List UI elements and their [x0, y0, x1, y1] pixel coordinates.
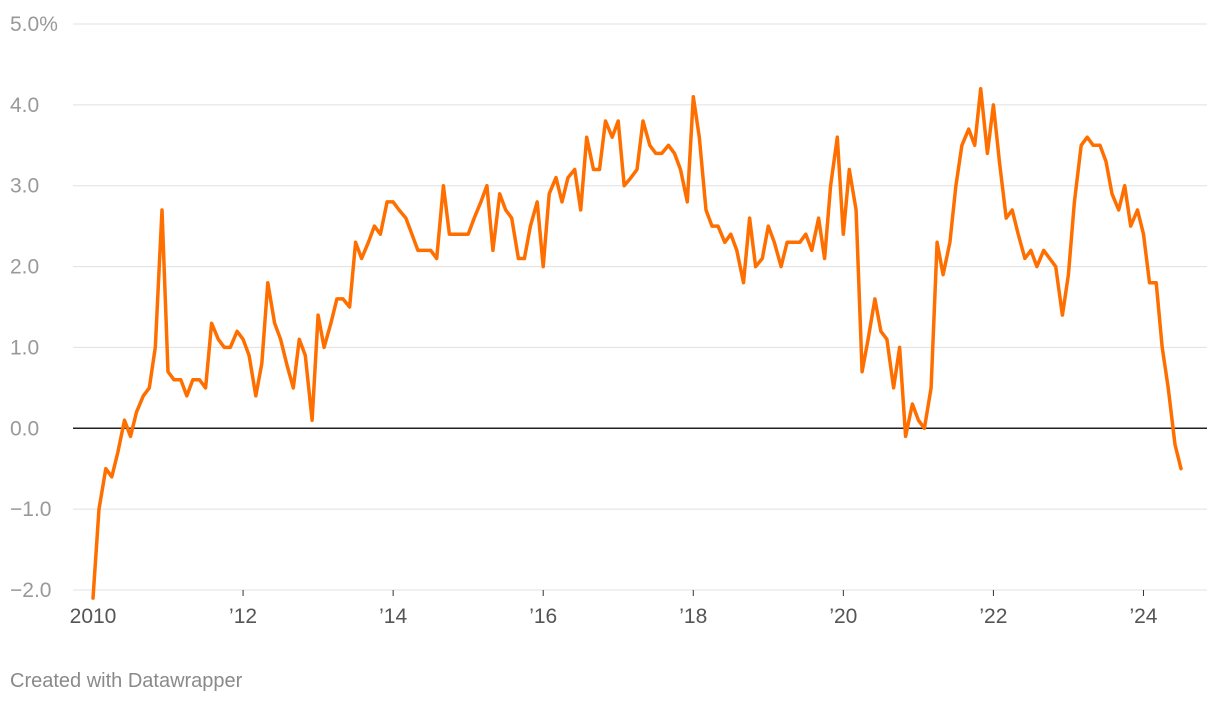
x-tick-label: ’22: [979, 605, 1007, 628]
gridlines: [73, 23, 1207, 591]
x-tick-label: ’12: [229, 605, 257, 628]
x-tick-label: 2010: [70, 605, 117, 628]
x-axis-labels: 2010 ’12 ’14 ’16 ’18 ’20 ’22 ’24: [70, 590, 1158, 628]
datawrapper-credit: Created with Datawrapper: [10, 670, 243, 692]
x-tick-label: ’18: [679, 605, 707, 628]
y-axis-labels: 5.0% 4.0 3.0 2.0 1.0 0.0 −1.0 −2.0: [10, 13, 58, 602]
series-lines: [91, 86, 1183, 600]
y-tick-label: 2.0: [10, 256, 39, 279]
y-tick-label: 3.0: [10, 175, 39, 198]
y-tick-label: 1.0: [10, 336, 39, 359]
y-tick-label: −2.0: [10, 579, 51, 602]
x-tick-label: ’16: [529, 605, 557, 628]
y-tick-label: −1.0: [10, 498, 51, 521]
x-tick-label: ’14: [379, 605, 407, 628]
y-tick-label: 5.0%: [10, 13, 58, 36]
line-chart: 5.0% 4.0 3.0 2.0 1.0 0.0 −1.0 −2.0 2010 ’12 ’14 ’1…: [10, 13, 1207, 628]
series-line: [91, 86, 1183, 600]
x-tick-label: ’20: [829, 605, 857, 628]
y-tick-label: 0.0: [10, 417, 39, 440]
x-tick-label: ’24: [1129, 605, 1157, 628]
y-tick-label: 4.0: [10, 94, 39, 117]
